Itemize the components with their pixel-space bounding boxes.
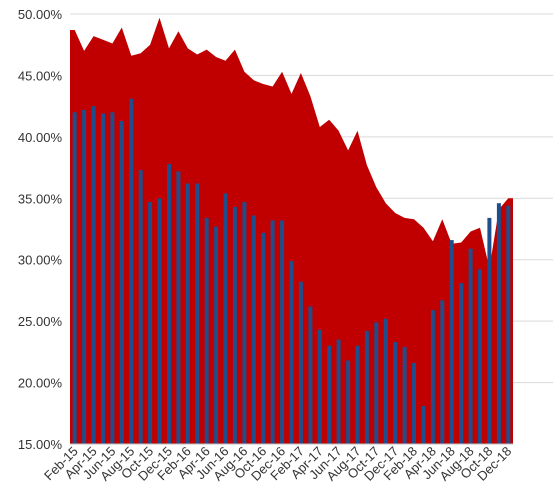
bar [402,346,407,444]
area-series-fill [70,17,513,444]
bar [298,281,303,444]
bar [232,206,237,444]
bar [440,300,445,444]
bar [176,171,181,445]
bar [280,220,285,444]
bar [327,345,332,444]
bar [496,203,501,444]
bar [167,163,171,444]
y-axis-tick-labels: 15.00% 20.00% 25.00% 30.00% 35.00% 40.00% 45.0… [18,7,63,452]
y-tick-label: 50.00% [18,7,63,22]
bar [289,260,294,444]
bar [317,329,322,444]
bar [478,269,482,444]
y-tick-label: 25.00% [18,314,63,329]
bar [421,405,426,444]
bar [346,360,351,444]
bar [459,283,464,444]
bar [506,205,511,444]
bar [119,120,124,445]
area-series [70,17,513,444]
y-tick-label: 45.00% [18,68,63,83]
bar [449,240,454,444]
bar [242,202,247,444]
y-tick-label: 35.00% [18,191,63,206]
bar [383,318,388,444]
bar [91,106,96,444]
y-tick-label: 15.00% [18,437,63,452]
bar [223,193,228,444]
bar [82,109,87,445]
bar [487,217,492,444]
bar [101,113,105,444]
bar [157,198,162,444]
bar [72,112,77,445]
bar [110,112,115,445]
y-tick-label: 30.00% [18,253,63,268]
bar [468,248,473,444]
bar [412,362,416,444]
bar [355,345,360,444]
bar [195,183,200,444]
bar [261,232,266,444]
bar [204,217,209,444]
bar-series [72,98,511,445]
x-axis-tick-labels: Feb-15Apr-15Jun-15Aug-15Oct-15Dec-15Feb-… [41,444,514,484]
bar [214,226,219,444]
bar [251,215,256,444]
bar [430,310,435,444]
bar [364,331,369,444]
bar [148,202,153,444]
bar [138,170,143,444]
bar [185,183,190,444]
bar [374,322,379,444]
bar [270,220,275,444]
bar [308,306,313,444]
bar [393,342,398,444]
y-tick-label: 40.00% [18,130,63,145]
bar [129,98,134,445]
y-tick-label: 20.00% [18,376,63,391]
bar [336,339,341,444]
